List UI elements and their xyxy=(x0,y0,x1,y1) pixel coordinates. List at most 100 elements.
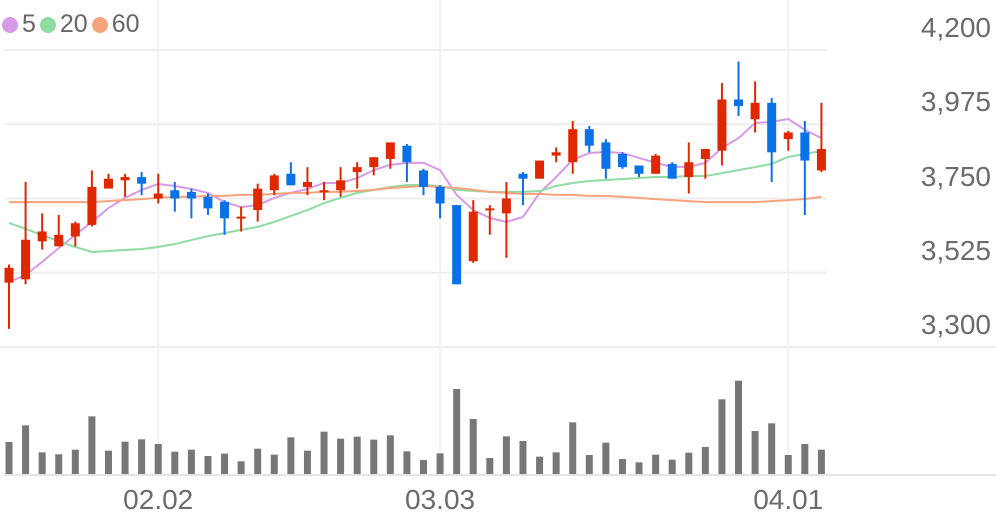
candle-up xyxy=(253,183,263,222)
candle-up xyxy=(70,221,80,247)
x-tick-label: 02.02 xyxy=(123,484,194,515)
volume-bar xyxy=(552,452,560,474)
candle-body xyxy=(153,193,163,199)
candle-body xyxy=(435,186,445,204)
y-tick-label: 3,525 xyxy=(920,235,991,266)
volume-bar xyxy=(536,456,544,474)
candle-up xyxy=(535,160,545,179)
volume-bar xyxy=(519,441,527,474)
legend-dot-icon xyxy=(91,16,108,33)
candle-down xyxy=(419,168,428,196)
candle-up xyxy=(783,130,793,151)
candle-down xyxy=(584,125,594,153)
legend-label: 5 xyxy=(22,10,36,38)
candle-up xyxy=(120,173,130,197)
legend: 5 20 60 xyxy=(2,10,144,39)
candle-body xyxy=(302,182,312,187)
volume-bar xyxy=(685,452,693,474)
candle-body xyxy=(220,201,230,219)
candle-up xyxy=(103,173,113,189)
volume-bar xyxy=(88,416,96,474)
volume-bar xyxy=(337,438,345,474)
candle-body xyxy=(667,163,677,179)
legend-label: 20 xyxy=(59,10,88,38)
ma60-line xyxy=(9,184,822,204)
candle-up xyxy=(21,182,31,285)
volume-bar xyxy=(618,459,626,474)
legend-dot-icon xyxy=(2,16,18,33)
volume-bar xyxy=(701,447,709,474)
y-tick-label: 3,975 xyxy=(920,86,991,117)
candle-down xyxy=(452,205,462,285)
legend-item-ma5[interactable]: 5 xyxy=(2,10,36,39)
grid xyxy=(0,0,996,476)
candle-up xyxy=(684,142,694,194)
volume-bar xyxy=(104,450,112,474)
x-tick-label: 03.03 xyxy=(405,484,476,515)
volume-bar xyxy=(386,435,394,474)
candle-down xyxy=(734,61,744,116)
volume-bar xyxy=(735,380,743,474)
volume-bar xyxy=(486,458,494,474)
volume-bar xyxy=(22,425,30,474)
legend-item-ma60[interactable]: 60 xyxy=(91,10,140,39)
candle-up xyxy=(269,173,279,196)
volume-bar xyxy=(187,449,195,474)
candle-body xyxy=(684,162,694,178)
candle-up xyxy=(750,81,760,133)
volume-bar xyxy=(55,454,63,474)
volume-bar xyxy=(668,459,676,474)
volume-bar xyxy=(204,456,212,474)
candle-body xyxy=(535,160,545,179)
candle-up xyxy=(37,213,47,250)
legend-item-ma20[interactable]: 20 xyxy=(39,10,88,39)
candle-up xyxy=(485,205,495,235)
candle-body xyxy=(203,196,213,209)
candle-body xyxy=(37,231,47,242)
candle-up xyxy=(336,167,346,197)
candle-up xyxy=(302,167,312,196)
candle-body xyxy=(700,149,710,159)
candle-body xyxy=(634,165,644,174)
volume-bar xyxy=(71,449,79,474)
volume-bar xyxy=(154,444,162,474)
candle-body xyxy=(402,145,412,163)
candle-down xyxy=(767,97,777,182)
volume-bar xyxy=(353,436,361,474)
candle-body xyxy=(783,132,793,140)
candle-body xyxy=(485,208,495,211)
candle-body xyxy=(800,132,810,161)
candle-body xyxy=(601,142,611,169)
candle-body xyxy=(352,167,362,173)
candle-body xyxy=(501,198,511,214)
volume-bar xyxy=(420,460,427,474)
candle-up xyxy=(568,120,578,174)
y-tick-label: 3,750 xyxy=(920,161,991,192)
candle-body xyxy=(568,129,578,163)
candle-down xyxy=(137,172,147,196)
y-tick-label: 4,200 xyxy=(920,12,991,43)
moving-averages xyxy=(8,117,822,283)
volume-bar xyxy=(121,441,129,474)
candle-up xyxy=(816,102,826,173)
candle-body xyxy=(717,99,727,151)
volume-bar xyxy=(320,431,328,474)
candle-body xyxy=(21,239,31,280)
volume-bar xyxy=(502,436,510,474)
volume-bar xyxy=(784,455,792,474)
volume-bar xyxy=(602,442,610,474)
candle-body xyxy=(734,99,744,107)
candle-down xyxy=(601,139,611,179)
candle-down xyxy=(435,185,445,219)
candle-body xyxy=(137,177,147,184)
x-tick-label: 04.01 xyxy=(753,484,824,515)
volume-bar xyxy=(585,455,593,474)
candle-body xyxy=(286,173,296,186)
volume-bar xyxy=(171,451,179,474)
candle-body xyxy=(103,178,113,189)
candle-down xyxy=(667,162,677,179)
volume-bar xyxy=(403,451,411,474)
candle-body xyxy=(584,129,594,146)
candle-down xyxy=(402,144,412,182)
